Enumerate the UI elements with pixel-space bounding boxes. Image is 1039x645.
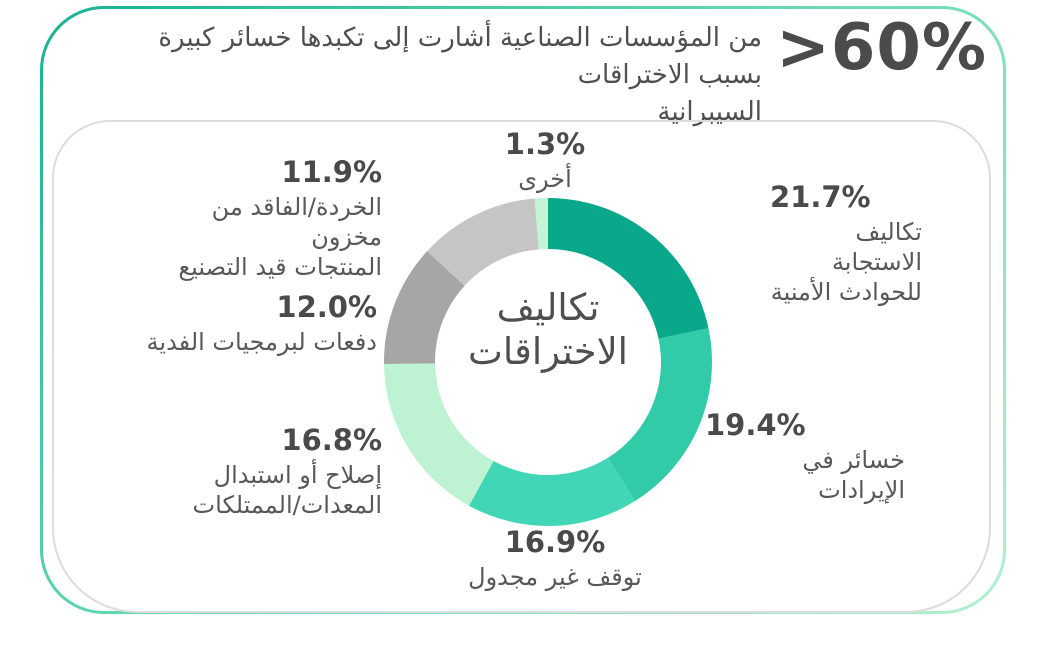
label-unscheduled-downtime: 16.9% توقف غير مجدول (455, 526, 655, 592)
label-line: تكاليف الاستجابة (831, 218, 922, 276)
label-unscheduled-downtime-pct: 16.9% (504, 525, 606, 559)
label-revenue-losses-text: خسائر في الإيرادات (705, 445, 905, 505)
label-repair-replace-pct: 16.8% (281, 423, 382, 457)
donut-segment-3 (384, 363, 494, 506)
label-other: 1.3% أخرى (455, 128, 635, 194)
donut-segment-5 (427, 198, 539, 286)
label-line: المنتجات قيد التصنيع (178, 253, 382, 281)
label-scrap-wip: 11.9% الخردة/الفاقد من مخزون المنتجات قي… (146, 156, 382, 282)
label-revenue-losses: 19.4% خسائر في الإيرادات (705, 409, 905, 505)
label-other-text: أخرى (518, 165, 572, 193)
label-ransomware-payments-text: دفعات لبرمجيات الفدية (146, 328, 377, 356)
label-line: للحوادث الأمنية (770, 278, 922, 306)
donut-center-title-line2: الاختراقات (468, 330, 628, 373)
headline-text-line2: السيبرانية (657, 97, 762, 127)
donut-segment-6 (534, 198, 548, 250)
donut-segment-2 (468, 457, 635, 526)
label-other-pct: 1.3% (504, 127, 586, 161)
label-line: الخردة/الفاقد من مخزون (211, 193, 382, 251)
label-unscheduled-downtime-text: توقف غير مجدول (468, 563, 642, 591)
outer-gradient-frame (40, 6, 1006, 614)
headline-stat: >60% (776, 11, 987, 85)
label-incident-response-pct: 21.7% (770, 180, 871, 214)
donut-center-title: تكاليف الاختراقات (423, 286, 673, 374)
chart-frame (52, 120, 991, 613)
label-scrap-wip-pct: 11.9% (281, 155, 382, 189)
label-ransomware-payments-pct: 12.0% (276, 290, 377, 324)
donut-segment-0 (548, 198, 709, 339)
donut-chart (383, 198, 713, 526)
label-line: إصلاح أو استبدال (213, 461, 382, 489)
donut-segment-4 (383, 251, 465, 365)
label-incident-response: 21.7% تكاليف الاستجابة للحوادث الأمنية (770, 181, 922, 307)
label-revenue-losses-pct: 19.4% (705, 408, 806, 442)
label-line: خسائر في (802, 446, 905, 474)
headline-text-line1: من المؤسسات الصناعية أشارت إلى تكبدها خس… (158, 23, 762, 90)
donut-center-title-line1: تكاليف (496, 286, 600, 329)
label-incident-response-text: تكاليف الاستجابة للحوادث الأمنية (770, 217, 922, 307)
label-scrap-wip-text: الخردة/الفاقد من مخزون المنتجات قيد التص… (146, 192, 382, 282)
label-repair-replace-text: إصلاح أو استبدال المعدات/الممتلكات (150, 460, 382, 520)
donut-segment-1 (607, 328, 713, 502)
label-line: الإيرادات (818, 476, 905, 504)
label-ransomware-payments: 12.0% دفعات لبرمجيات الفدية (145, 291, 377, 357)
label-line: المعدات/الممتلكات (192, 491, 382, 519)
label-repair-replace: 16.8% إصلاح أو استبدال المعدات/الممتلكات (150, 424, 382, 520)
headline-text: من المؤسسات الصناعية أشارت إلى تكبدها خس… (100, 20, 762, 131)
